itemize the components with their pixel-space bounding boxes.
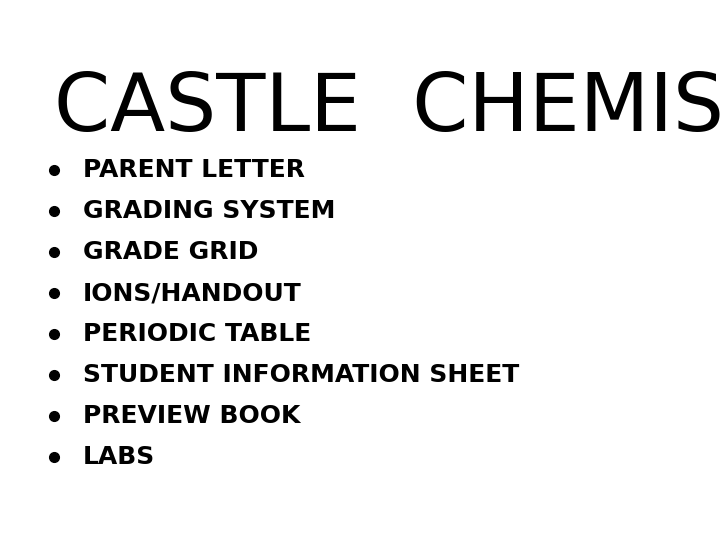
Text: PARENT LETTER: PARENT LETTER	[83, 158, 305, 182]
Text: CASTLE  CHEMISTRY: CASTLE CHEMISTRY	[54, 70, 720, 148]
Text: PERIODIC TABLE: PERIODIC TABLE	[83, 322, 311, 346]
Text: STUDENT INFORMATION SHEET: STUDENT INFORMATION SHEET	[83, 363, 519, 387]
Text: PREVIEW BOOK: PREVIEW BOOK	[83, 404, 300, 428]
Text: GRADE GRID: GRADE GRID	[83, 240, 258, 264]
Text: LABS: LABS	[83, 446, 155, 469]
Text: IONS/HANDOUT: IONS/HANDOUT	[83, 281, 302, 305]
Text: GRADING SYSTEM: GRADING SYSTEM	[83, 199, 336, 223]
